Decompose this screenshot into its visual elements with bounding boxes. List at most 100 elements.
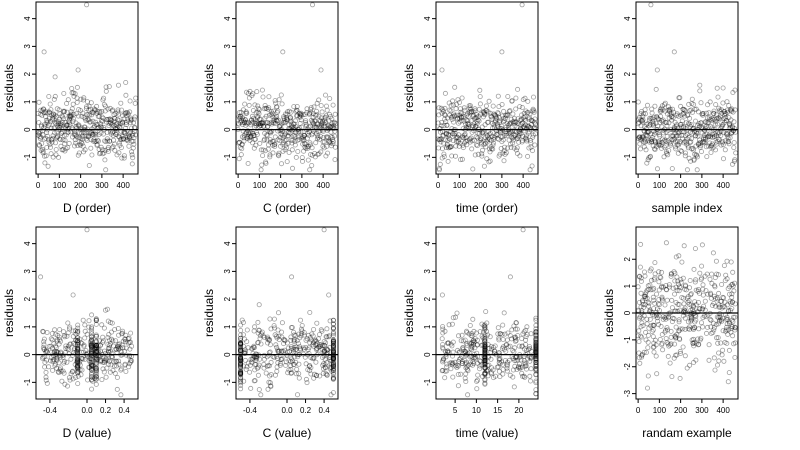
data-point xyxy=(719,124,725,130)
data-point xyxy=(441,140,447,146)
data-point xyxy=(484,328,490,334)
data-point xyxy=(638,290,644,296)
data-point xyxy=(100,115,106,121)
data-point xyxy=(105,138,111,144)
data-point xyxy=(93,360,99,366)
data-point xyxy=(467,323,473,329)
data-point xyxy=(653,342,659,348)
data-point xyxy=(91,342,97,348)
data-point xyxy=(482,327,488,333)
data-point xyxy=(238,341,244,347)
data-point xyxy=(108,120,114,126)
data-point xyxy=(260,94,266,100)
data-point xyxy=(676,129,682,135)
data-point xyxy=(127,130,133,136)
data-point xyxy=(655,123,661,129)
data-point xyxy=(520,227,526,233)
data-point xyxy=(521,110,527,116)
data-point xyxy=(46,109,52,115)
data-point xyxy=(665,111,671,117)
data-point xyxy=(450,374,456,380)
data-point xyxy=(710,320,716,326)
data-point xyxy=(659,294,665,300)
data-point xyxy=(93,342,99,348)
data-point xyxy=(58,121,64,127)
data-point xyxy=(640,302,646,308)
data-point xyxy=(721,116,727,122)
data-point xyxy=(516,134,522,140)
data-point xyxy=(467,103,473,109)
data-point xyxy=(716,131,722,137)
data-point xyxy=(659,103,665,109)
data-point xyxy=(727,121,733,127)
data-point xyxy=(79,341,85,347)
y-axis-label: residuals xyxy=(202,289,216,337)
data-point xyxy=(688,139,694,145)
data-point xyxy=(89,365,95,371)
data-point xyxy=(467,105,473,111)
data-point xyxy=(61,109,67,115)
data-point xyxy=(508,116,514,122)
data-point xyxy=(75,328,81,334)
data-point xyxy=(257,116,263,122)
data-point xyxy=(673,335,679,341)
data-point xyxy=(72,143,78,149)
data-point xyxy=(253,121,259,127)
data-point xyxy=(700,139,706,145)
data-point xyxy=(455,134,461,140)
data-point xyxy=(463,365,469,371)
data-point xyxy=(106,120,112,126)
data-point xyxy=(238,369,244,375)
data-point xyxy=(497,127,503,133)
data-point xyxy=(524,324,530,330)
data-point xyxy=(118,352,124,358)
data-point xyxy=(465,392,471,398)
data-point xyxy=(282,337,288,343)
data-point xyxy=(500,337,506,343)
data-point xyxy=(452,132,458,138)
data-point xyxy=(712,284,718,290)
data-point xyxy=(116,150,122,156)
data-point xyxy=(474,143,480,149)
data-point xyxy=(441,154,447,160)
data-point xyxy=(301,345,307,351)
data-point xyxy=(665,327,671,333)
data-point xyxy=(687,285,693,291)
data-point xyxy=(714,85,720,91)
data-point xyxy=(455,97,461,103)
data-point xyxy=(249,113,255,119)
data-point xyxy=(108,120,114,126)
data-point xyxy=(445,340,451,346)
data-point xyxy=(482,341,488,347)
data-point xyxy=(103,307,109,313)
points-layer xyxy=(635,2,739,173)
data-point xyxy=(252,324,258,330)
data-point xyxy=(636,355,642,361)
data-point xyxy=(502,144,508,150)
data-point xyxy=(321,348,327,354)
data-point xyxy=(652,146,658,152)
data-point xyxy=(686,155,692,161)
data-point xyxy=(259,329,265,335)
data-point xyxy=(113,358,119,364)
data-point xyxy=(93,362,99,368)
data-point xyxy=(253,357,259,363)
data-point xyxy=(36,120,42,126)
data-point xyxy=(44,380,50,386)
data-point xyxy=(698,120,704,126)
data-point xyxy=(482,357,488,363)
data-point xyxy=(660,107,666,113)
data-point xyxy=(53,120,59,126)
data-point xyxy=(474,118,480,124)
data-point xyxy=(126,364,132,370)
data-point xyxy=(498,130,504,136)
data-point xyxy=(271,118,277,124)
data-point xyxy=(116,358,122,364)
data-point xyxy=(66,375,72,381)
data-point xyxy=(52,327,58,333)
data-point xyxy=(107,138,113,144)
data-point xyxy=(709,143,715,149)
data-point xyxy=(127,109,133,115)
data-point xyxy=(697,137,703,143)
data-point xyxy=(111,343,117,349)
